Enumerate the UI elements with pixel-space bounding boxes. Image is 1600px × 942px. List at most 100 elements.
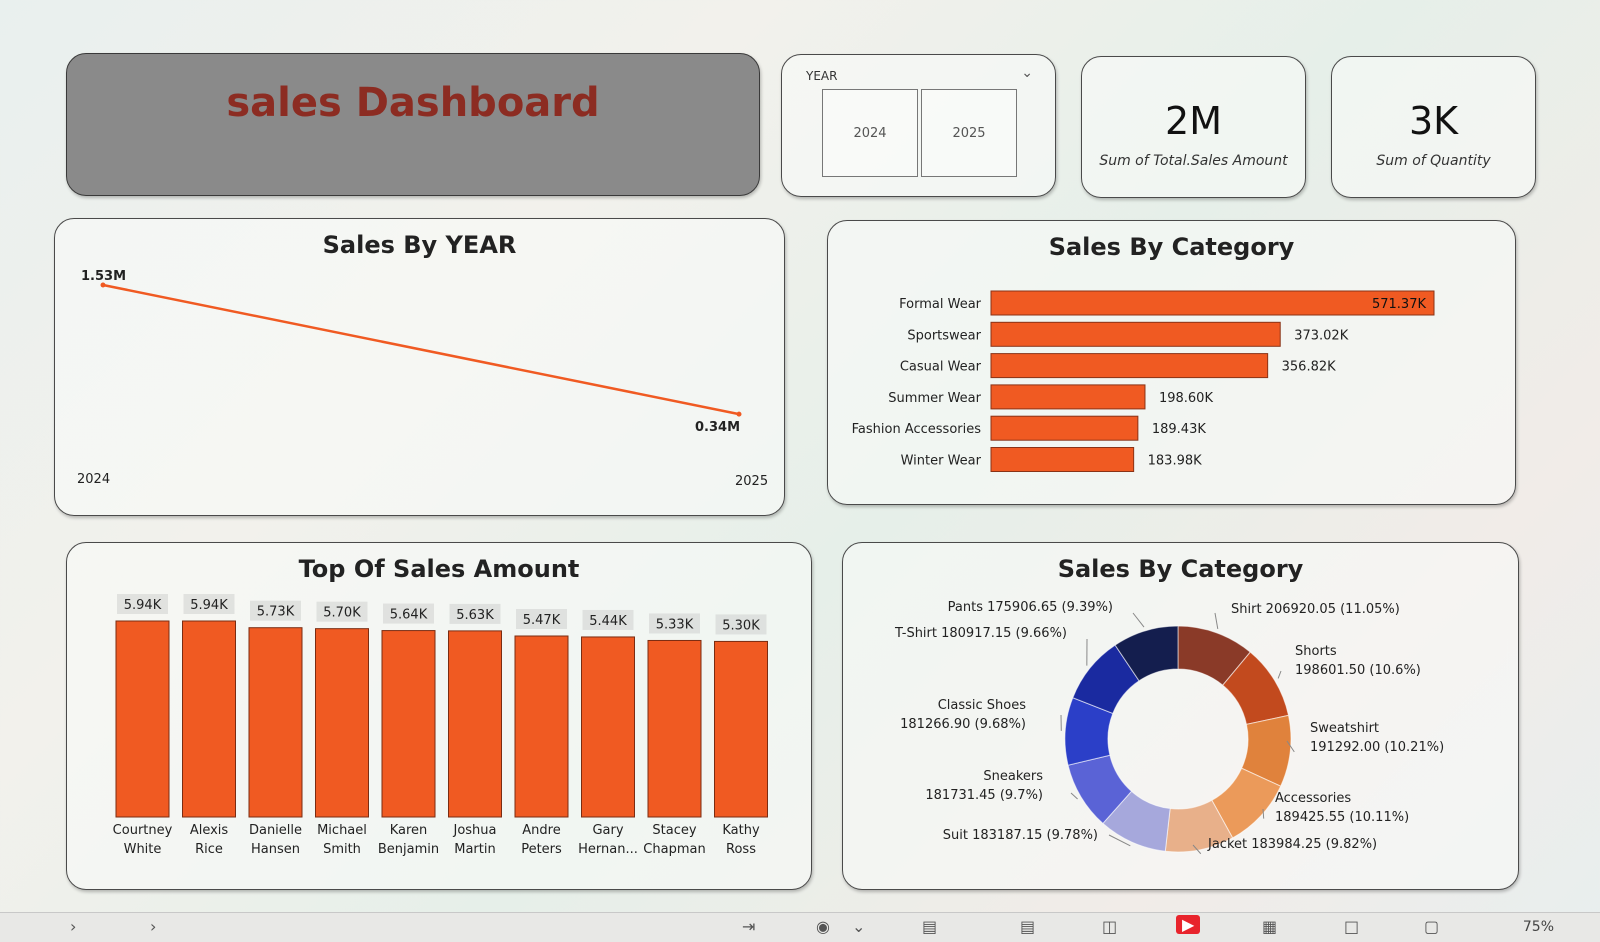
dashboard-title: sales Dashboard: [67, 80, 759, 126]
sales-person-bar: [116, 621, 169, 817]
sales-by-category-donut-chart: Shirt 206920.05 (11.05%)Shorts198601.50 …: [843, 543, 1520, 891]
sales-person-label: Courtney: [113, 823, 173, 838]
sales-person-label: Andre: [522, 823, 560, 838]
sales-person-bar: [515, 636, 568, 817]
full-icon[interactable]: ▢: [1424, 917, 1439, 936]
sales-person-label: Alexis: [190, 823, 229, 838]
year-slicer[interactable]: YEAR ⌄ 2024 2025: [781, 54, 1056, 197]
donut-leader-line: [1263, 809, 1264, 819]
bar-value-label: 5.70K: [323, 606, 361, 621]
chevron-right-icon[interactable]: ›: [70, 917, 76, 936]
sales-by-category-donut-panel: Sales By Category Shirt 206920.05 (11.05…: [842, 542, 1519, 890]
donut-slice-label: Classic Shoes: [938, 698, 1027, 713]
donut-leader-line: [1215, 613, 1218, 629]
bar-value-label: 5.94K: [124, 598, 162, 613]
donut-slice-label: 191292.00 (10.21%): [1310, 740, 1444, 755]
sales-person-bar: [449, 631, 502, 817]
sales-person-label: Peters: [521, 842, 562, 857]
bar-value-label: 5.47K: [523, 613, 561, 628]
chevron-down-icon[interactable]: ⌄: [852, 917, 865, 936]
sales-person-label: Rice: [195, 842, 223, 857]
year-option-2024[interactable]: 2024: [822, 89, 918, 177]
donut-slice-label: 181731.45 (9.7%): [925, 788, 1043, 803]
category-bar: [991, 291, 1434, 315]
chevron-down-icon[interactable]: ⌄: [1021, 65, 1033, 81]
category-bar-value: 189.43K: [1152, 422, 1206, 437]
page-icon[interactable]: ▤: [1020, 917, 1035, 936]
sales-person-label: Chapman: [643, 842, 705, 857]
category-label: Formal Wear: [899, 297, 982, 312]
play-icon[interactable]: ▶: [1176, 915, 1200, 934]
category-label: Summer Wear: [888, 391, 981, 406]
sales-person-label: Stacey: [652, 823, 696, 838]
category-label: Fashion Accessories: [852, 422, 982, 437]
sales-person-label: Kathy: [722, 823, 760, 838]
donut-slice-label: 198601.50 (10.6%): [1295, 663, 1421, 678]
category-label: Casual Wear: [900, 360, 982, 375]
bar-value-label: 5.33K: [656, 617, 694, 632]
columns-icon[interactable]: ◫: [1102, 917, 1117, 936]
category-label: Sportswear: [907, 328, 981, 343]
zoom-level[interactable]: 75%: [1523, 919, 1554, 935]
category-bar: [991, 416, 1138, 440]
chevron-right-icon[interactable]: ›: [150, 917, 156, 936]
category-bar: [991, 322, 1280, 346]
sales-line-point: [737, 412, 742, 417]
donut-slice-label: Sweatshirt: [1310, 721, 1379, 736]
sales-person-label: Smith: [323, 842, 361, 857]
category-bar-value: 198.60K: [1159, 391, 1213, 406]
eye-icon[interactable]: ◉: [816, 917, 830, 936]
bar-value-label: 5.94K: [190, 598, 228, 613]
sales-person-bar: [582, 637, 635, 817]
sales-person-bar: [715, 641, 768, 817]
kpi-quantity-value: 3K: [1332, 99, 1535, 143]
sales-by-year-chart: 1.53M 0.34M 2024 2025: [55, 219, 786, 517]
sales-person-label: Danielle: [249, 823, 302, 838]
year-slicer-label: YEAR: [806, 69, 837, 83]
x-tick-label: 2025: [735, 474, 768, 489]
line-data-label: 0.34M: [695, 420, 740, 435]
sales-person-bar: [316, 629, 369, 817]
line-data-label: 1.53M: [81, 269, 126, 284]
x-tick-label: 2024: [77, 472, 110, 487]
fit-icon[interactable]: □: [1344, 917, 1359, 936]
sales-person-bar: [382, 631, 435, 817]
category-bar-value: 571.37K: [1372, 297, 1426, 312]
category-bar-value: 183.98K: [1148, 454, 1202, 469]
sales-person-label: Martin: [454, 842, 495, 857]
sales-person-label: Ross: [726, 842, 756, 857]
sales-person-label: Hansen: [251, 842, 300, 857]
dashboard-title-card: sales Dashboard: [66, 53, 760, 196]
category-label: Winter Wear: [901, 454, 982, 469]
sales-person-label: Hernan...: [578, 842, 638, 857]
sales-person-bar: [183, 621, 236, 817]
exit-icon[interactable]: ⇥: [742, 917, 755, 936]
top-sales-amount-chart: 5.94K Courtney White 5.94K Alexis Rice 5.73K Da…: [67, 543, 813, 891]
sales-person-label: Benjamin: [378, 842, 439, 857]
donut-leader-line: [1133, 613, 1144, 627]
donut-slice-label: Sneakers: [983, 769, 1043, 784]
donut-leader-line: [1278, 671, 1281, 678]
donut-slice-label: Jacket 183984.25 (9.82%): [1207, 837, 1377, 852]
bar-value-label: 5.64K: [390, 608, 428, 623]
bar-value-label: 5.63K: [456, 608, 494, 623]
sales-person-label: Joshua: [452, 823, 496, 838]
category-bar-value: 373.02K: [1294, 328, 1348, 343]
category-bar: [991, 385, 1145, 409]
bar-value-label: 5.73K: [257, 605, 295, 620]
bar-value-label: 5.30K: [722, 618, 760, 633]
sales-person-bar: [249, 628, 302, 817]
category-bar: [991, 448, 1134, 472]
bottom-toolbar: › › ⇥ ◉ ⌄ ▤ ▤ ◫ ▶ ▦ □ ▢ 75%: [0, 912, 1600, 942]
donut-slice-label: Pants 175906.65 (9.39%): [948, 600, 1113, 615]
donut-slice-label: Accessories: [1275, 791, 1351, 806]
sales-person-label: White: [124, 842, 162, 857]
grid-icon[interactable]: ▦: [1262, 917, 1277, 936]
layout-icon[interactable]: ▤: [922, 917, 937, 936]
kpi-quantity-label: Sum of Quantity: [1332, 153, 1535, 169]
year-option-2025[interactable]: 2025: [921, 89, 1017, 177]
sales-by-category-bar-chart: Formal Wear 571.37K Sportswear 373.02K Casua…: [828, 221, 1517, 506]
sales-person-bar: [648, 640, 701, 817]
